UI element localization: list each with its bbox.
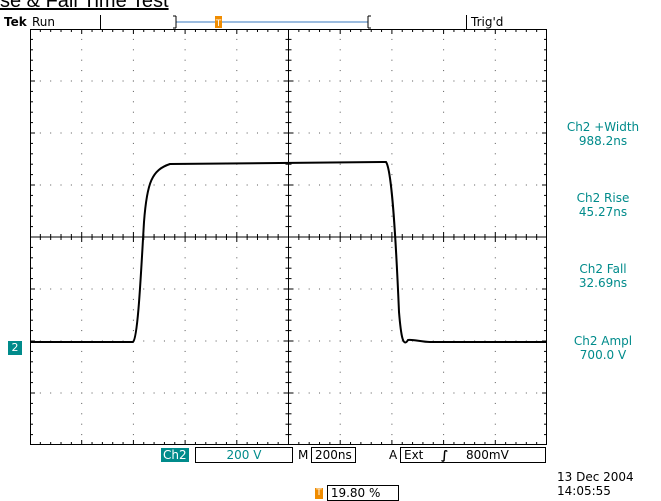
measurement-label: Ch2 Ampl	[573, 334, 633, 348]
measurement-value: 988.2ns	[578, 134, 628, 148]
timebase-prefix: M	[298, 448, 309, 462]
trigger-settings[interactable]: Ext ∫ 800mV	[400, 447, 546, 463]
trigger-slope-icon: ∫	[441, 448, 449, 462]
timestamp-time: 14:05:55	[557, 484, 611, 498]
record-position-bar[interactable]: T	[172, 14, 372, 30]
channel-badge: Ch2	[161, 448, 189, 462]
acquisition-state: Run	[32, 15, 56, 29]
trigger-prefix: A	[389, 448, 398, 462]
channel-label[interactable]: Ch2	[161, 447, 189, 463]
measurement-value: 700.0 V	[579, 348, 627, 362]
brand-label: Tek	[4, 15, 27, 29]
measurement-width: Ch2 +Width 988.2ns	[553, 120, 653, 148]
trigger-source: Ext	[404, 448, 424, 462]
trigger-level: 800mV	[466, 448, 509, 462]
measurement-amplitude: Ch2 Ampl 700.0 V	[553, 334, 653, 362]
waveform-display	[30, 29, 547, 445]
measurement-value: 32.69ns	[578, 276, 628, 290]
measurement-value: 45.27ns	[578, 205, 628, 219]
trigger-position-readout[interactable]: T 19.80 %	[315, 485, 399, 501]
measurement-fall: Ch2 Fall 32.69ns	[553, 262, 653, 290]
header-divider-right	[466, 15, 467, 29]
timestamp: 13 Dec 2004 14:05:55	[557, 470, 634, 498]
header-divider-left	[100, 15, 101, 29]
timestamp-date: 13 Dec 2004	[557, 470, 634, 484]
ch2-waveform-trace	[30, 160, 547, 344]
channel-2-marker[interactable]: 2	[8, 341, 22, 355]
page-title: se & Fall Time Test	[0, 0, 169, 12]
measurement-label: Ch2 +Width	[566, 120, 640, 134]
volts-per-div[interactable]: 200 V	[195, 447, 293, 463]
measurement-label: Ch2 Fall	[579, 262, 627, 276]
measurement-rise: Ch2 Rise 45.27ns	[553, 191, 653, 219]
trigger-position-icon: T	[315, 488, 323, 499]
measurement-label: Ch2 Rise	[576, 191, 630, 205]
record-trigger-marker: T	[215, 19, 222, 29]
timebase[interactable]: 200ns	[311, 447, 356, 463]
trigger-status: Trig'd	[471, 15, 504, 29]
